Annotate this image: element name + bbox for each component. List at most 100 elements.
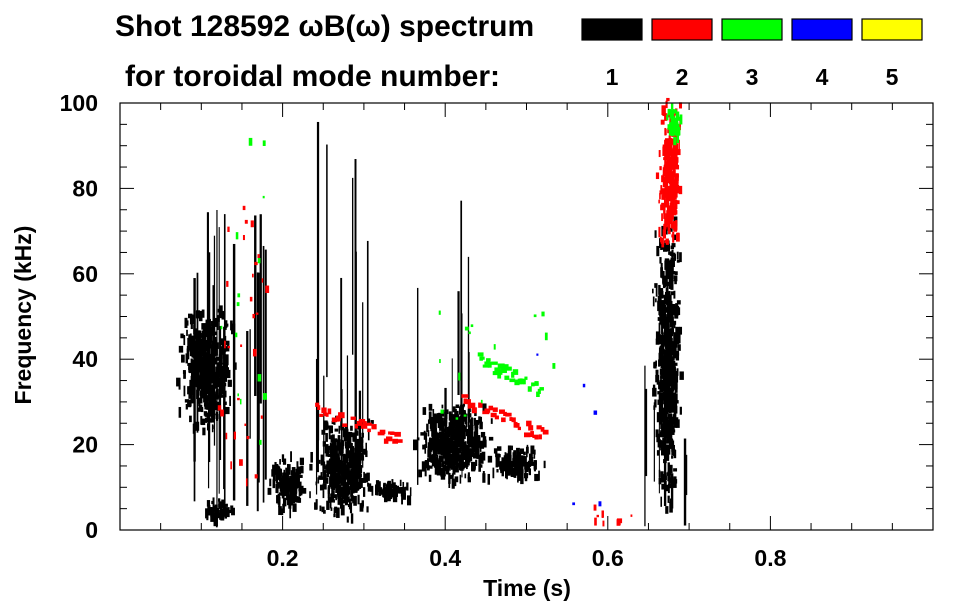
spectrum-speck: [671, 343, 674, 351]
spectrum-speck: [671, 316, 674, 324]
mode-1-region-0: [176, 305, 237, 436]
spectrum-speck: [667, 124, 672, 130]
spectrum-speck: [458, 433, 461, 441]
spectrum-speck: [461, 461, 466, 468]
spectrum-speck: [201, 332, 206, 338]
spectrum-speck: [475, 419, 480, 425]
spectrum-speck: [660, 119, 665, 125]
spectrum-band-speck: [511, 371, 515, 378]
spectrum-speck: [659, 190, 663, 195]
spectrum-streak: [249, 329, 251, 439]
spectrum-speck: [298, 497, 302, 503]
spectrum-speck: [666, 384, 669, 392]
spectrum-speck: [187, 386, 190, 395]
spectrum-speck: [330, 507, 333, 511]
spectrum-speck: [262, 393, 267, 400]
spectrum-speck: [289, 475, 293, 483]
spectrum-speck: [198, 311, 201, 316]
spectrum-speck: [659, 257, 662, 264]
spectrum-speck: [459, 415, 464, 427]
spectrum-speck: [226, 369, 231, 379]
spectrum-speck: [275, 463, 279, 473]
spectrum-speck: [524, 464, 529, 473]
legend-swatch-mode-3: [721, 18, 783, 41]
spectrum-speck: [661, 411, 666, 420]
spectrum-speck: [191, 383, 195, 390]
spectrum-streak: [254, 215, 257, 396]
spectrum-speck: [320, 454, 324, 466]
spectrum-speck: [294, 480, 298, 485]
spectrum-speck: [454, 476, 459, 483]
spectrum-speck: [428, 403, 433, 411]
spectrum-streak: [457, 291, 460, 395]
spectrum-speck: [242, 234, 245, 241]
spectrum-speck: [654, 283, 658, 288]
mode-1-region-11: [644, 365, 688, 527]
spectrum-speck: [467, 430, 471, 436]
spectrum-speck: [538, 470, 540, 481]
spectrum-speck: [529, 461, 535, 466]
spectrum-speck: [361, 479, 366, 483]
spectrum-speck: [357, 494, 360, 505]
spectrum-speck: [335, 494, 337, 501]
spectrum-speck: [670, 408, 673, 413]
spectrum-speck: [664, 380, 670, 388]
spectrum-speck: [672, 425, 675, 431]
spectrum-speck: [463, 414, 467, 417]
spectrum-speck: [204, 357, 209, 365]
spectrum-speck: [356, 485, 359, 491]
chart-title-line1: Shot 128592 ωB(ω) spectrum: [115, 10, 534, 43]
spectrum-speck: [353, 471, 356, 481]
spectrum-speck: [349, 502, 353, 514]
spectrum-speck: [533, 460, 537, 470]
spectrum-speck: [209, 412, 213, 417]
spectrum-speck: [227, 379, 232, 387]
spectrum-speck: [533, 452, 536, 459]
spectrum-speck: [675, 157, 677, 163]
spectrum-band-speck: [481, 356, 485, 360]
spectrum-speck: [671, 118, 676, 129]
spectrum-speck: [616, 518, 621, 526]
spectrum-band-speck: [534, 435, 539, 440]
spectrum-speck: [479, 421, 483, 430]
spectrum-speck: [341, 439, 344, 444]
spectrum-speck: [665, 100, 668, 109]
spectrum-speck: [655, 369, 659, 374]
spectrum-speck: [460, 404, 464, 415]
spectrum-band-speck: [371, 424, 377, 430]
spectrum-speck: [472, 443, 475, 450]
spectrum-streak: [259, 214, 262, 404]
spectrum-speck: [526, 444, 529, 449]
spectrum-speck: [356, 456, 360, 464]
spectrum-speck: [438, 310, 441, 315]
spectrum-speck: [348, 456, 352, 461]
spectrum-speck: [673, 182, 679, 191]
spectrum-speck: [299, 485, 304, 490]
spectrum-speck: [544, 332, 548, 341]
spectrum-speck: [676, 300, 681, 305]
spectrum-speck: [211, 414, 215, 423]
spectrum-speck: [359, 503, 364, 512]
spectrum-speck: [664, 113, 668, 121]
spectrum-speck: [664, 185, 669, 195]
spectrum-speck: [217, 321, 219, 330]
spectrum-speck: [446, 465, 449, 472]
spectrum-speck: [336, 439, 341, 448]
spectrum-speck: [322, 465, 325, 473]
spectrum-speck: [668, 251, 673, 255]
spectrum-speck: [666, 428, 669, 438]
spectrum-band-speck: [486, 358, 491, 364]
spectrum-speck: [493, 344, 496, 350]
spectrum-speck: [276, 495, 281, 504]
spectrum-speck: [330, 493, 335, 502]
spectrum-speck: [217, 405, 222, 411]
spectrum-speck: [427, 430, 430, 437]
spectrum-band-speck: [319, 413, 324, 417]
spectrum-speck: [668, 210, 673, 217]
x-axis-label: Time (s): [483, 575, 571, 601]
spectrum-speck: [327, 485, 331, 494]
spectrum-speck: [667, 368, 670, 375]
spectrum-speck: [663, 205, 666, 215]
spectrum-speck: [296, 474, 300, 485]
spectrum-speck: [422, 444, 426, 450]
